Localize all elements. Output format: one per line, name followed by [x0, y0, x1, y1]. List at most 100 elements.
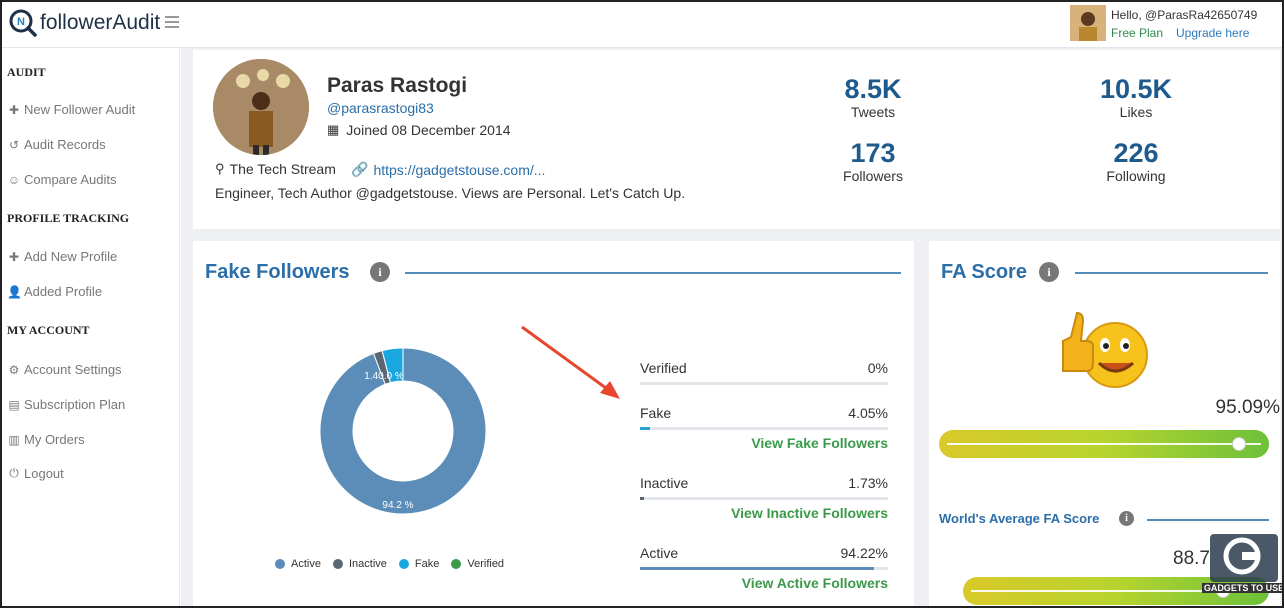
gauge-line	[947, 443, 1261, 445]
website-text: https://gadgetstouse.com/...	[373, 161, 546, 178]
fake-followers-card: Fake Followers i 94.2 % 1.40.0 % Active I…	[193, 241, 914, 606]
row-percent: 0%	[867, 360, 888, 376]
chart-legend: Active Inactive Fake Verified	[275, 558, 516, 570]
follower-donut-chart: 94.2 % 1.40.0 %	[319, 347, 487, 515]
legend-swatch	[451, 559, 462, 569]
info-icon[interactable]: i	[370, 262, 390, 282]
sidebar-item-account-settings[interactable]: ⚙ Account Settings	[7, 362, 122, 377]
progress-fill	[640, 427, 651, 430]
upgrade-link[interactable]: Upgrade here	[1176, 26, 1250, 40]
sidebar-section-profile-tracking: PROFILE TRACKING	[7, 211, 130, 225]
sidebar-item-label: Logout	[24, 466, 64, 481]
sidebar-item-subscription-plan[interactable]: ▤ Subscription Plan	[7, 397, 125, 412]
sidebar-item-logout[interactable]: ⏻ Logout	[7, 466, 64, 481]
brand-name: followerAudit	[40, 11, 161, 34]
legend-item-inactive[interactable]: Inactive	[332, 558, 387, 570]
sidebar-item-my-orders[interactable]: ▥ My Orders	[7, 432, 85, 447]
plus-icon: ✚	[8, 102, 20, 117]
section-divider	[1075, 272, 1268, 274]
world-average-value: 88.7	[1173, 548, 1210, 569]
profile-card: Paras Rastogi @parasrastogi83 ▦ Joined 0…	[193, 50, 1280, 229]
stat-label: Tweets	[850, 104, 896, 120]
svg-text:N: N	[17, 16, 25, 28]
legend-swatch	[398, 559, 409, 569]
gauge-line	[971, 590, 1261, 592]
info-icon[interactable]: i	[1039, 262, 1059, 282]
profile-location: ⚲ The Tech Stream	[215, 161, 336, 177]
progress-track	[640, 497, 888, 500]
donut-label-active: 94.2 %	[382, 500, 413, 511]
row-label: Verified	[640, 360, 687, 376]
power-icon: ⏻	[9, 466, 19, 480]
user-icon: 👤	[7, 284, 22, 299]
legend-item-verified[interactable]: Verified	[451, 558, 504, 570]
fa-score-gauge	[939, 430, 1269, 458]
section-divider	[405, 272, 901, 274]
progress-track	[640, 382, 888, 385]
sidebar-item-label: Audit Records	[24, 137, 106, 152]
row-label: Inactive	[640, 475, 689, 491]
sidebar: AUDIT ✚ New Follower Audit ↺ Audit Recor…	[2, 48, 180, 606]
profile-photo	[213, 59, 309, 155]
sidebar-item-add-new-profile[interactable]: ✚ Add New Profile	[7, 249, 117, 264]
annotation-arrow-icon	[521, 325, 620, 399]
gauge-knob[interactable]	[1232, 437, 1247, 451]
section-divider	[1147, 519, 1269, 521]
view-fake-followers-link[interactable]: View Fake Followers	[751, 435, 888, 451]
profile-bio: Engineer, Tech Author @gadgetstouse. Vie…	[215, 185, 686, 201]
section-title: FA Score	[941, 261, 1027, 283]
profile-joined: ▦ Joined 08 December 2014	[327, 122, 511, 138]
sidebar-item-label: My Orders	[24, 432, 85, 447]
stat-value: 8.5K	[844, 74, 902, 104]
menu-toggle-icon[interactable]	[165, 16, 179, 30]
legend-label: Active	[291, 558, 321, 570]
stat-followers: 173 Followers	[793, 138, 953, 185]
profile-name: Paras Rastogi	[327, 74, 468, 97]
calendar-icon: ▦	[327, 122, 340, 137]
sidebar-item-label: Add New Profile	[24, 249, 118, 264]
user-greeting: Hello, @ParasRa42650749	[1111, 8, 1258, 22]
row-percent: 1.73%	[848, 475, 888, 491]
thumbs-up-emoji-icon	[1062, 311, 1148, 388]
sidebar-section-audit: AUDIT	[7, 65, 46, 79]
info-icon[interactable]: i	[1119, 511, 1134, 526]
profile-website-link[interactable]: 🔗 https://gadgetstouse.com/...	[351, 161, 545, 178]
stat-tweets: 8.5K Tweets	[793, 74, 953, 121]
plus-icon: ✚	[8, 249, 20, 264]
legend-swatch	[275, 559, 285, 569]
compare-icon: ☺	[7, 172, 21, 187]
history-icon: ↺	[8, 137, 20, 152]
world-average-title: World's Average FA Score	[939, 511, 1100, 526]
brand-logo[interactable]: N followerAudit	[8, 8, 160, 38]
sidebar-item-audit-records[interactable]: ↺ Audit Records	[7, 137, 106, 152]
stat-label: Likes	[1119, 104, 1153, 120]
row-percent: 4.05%	[848, 405, 888, 421]
legend-swatch	[332, 559, 343, 569]
row-label: Active	[640, 545, 679, 561]
sidebar-item-added-profile[interactable]: 👤 Added Profile	[7, 284, 102, 299]
profile-handle[interactable]: @parasrastogi83	[327, 100, 434, 116]
progress-fill	[640, 567, 874, 570]
sidebar-item-label: Subscription Plan	[24, 397, 126, 412]
donut-slice-active[interactable]	[319, 347, 487, 515]
stat-likes: 10.5K Likes	[1056, 74, 1216, 121]
stat-following: 226 Following	[1056, 138, 1216, 185]
progress-track	[640, 427, 888, 430]
user-gear-icon: ⚙	[8, 362, 20, 377]
donut-slice-fake[interactable]	[381, 347, 404, 384]
sidebar-item-compare-audits[interactable]: ☺ Compare Audits	[7, 172, 117, 187]
stat-value: 226	[1113, 138, 1159, 168]
sidebar-item-new-follower-audit[interactable]: ✚ New Follower Audit	[7, 102, 135, 117]
sidebar-item-label: New Follower Audit	[24, 102, 136, 117]
legend-item-active[interactable]: Active	[275, 558, 321, 570]
progress-fill	[640, 497, 645, 500]
view-inactive-followers-link[interactable]: View Inactive Followers	[731, 505, 888, 521]
view-active-followers-link[interactable]: View Active Followers	[741, 575, 888, 591]
stat-label: Followers	[843, 168, 903, 184]
legend-label: Verified	[467, 558, 505, 570]
stat-label: Following	[1106, 168, 1166, 184]
sidebar-item-label: Account Settings	[24, 362, 122, 377]
legend-item-fake[interactable]: Fake	[398, 558, 439, 570]
stat-value: 10.5K	[1099, 74, 1173, 104]
avatar[interactable]	[1070, 5, 1106, 41]
